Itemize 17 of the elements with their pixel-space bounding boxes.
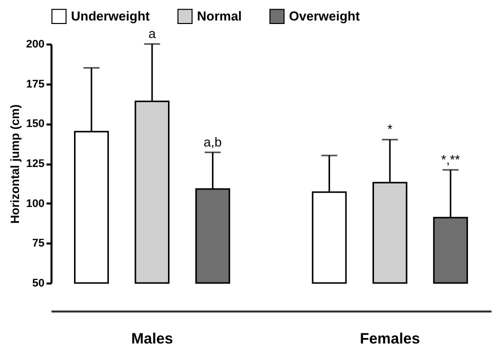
y-tick-label: 150	[26, 118, 44, 130]
y-tick-label: 100	[26, 198, 44, 210]
annotation: a,b	[204, 134, 222, 150]
legend-label: Normal	[197, 8, 242, 24]
y-tick-label: 50	[32, 278, 44, 290]
legend-label: Overweight	[289, 8, 360, 24]
y-tick-label: 75	[32, 238, 44, 250]
text: a	[148, 26, 156, 41]
y-tick-label: 200	[26, 38, 44, 50]
annotation: *	[387, 122, 392, 137]
legend-label: Underweight	[71, 8, 150, 24]
y-tick-label: 175	[26, 78, 44, 90]
x-tick-label: Males	[131, 330, 173, 348]
x-tick-label: Females	[360, 330, 420, 348]
y-axis-title: Horizontal jump (cm)	[8, 104, 22, 224]
y-tick-label: 125	[26, 158, 44, 170]
annotation: *,**	[441, 152, 460, 167]
